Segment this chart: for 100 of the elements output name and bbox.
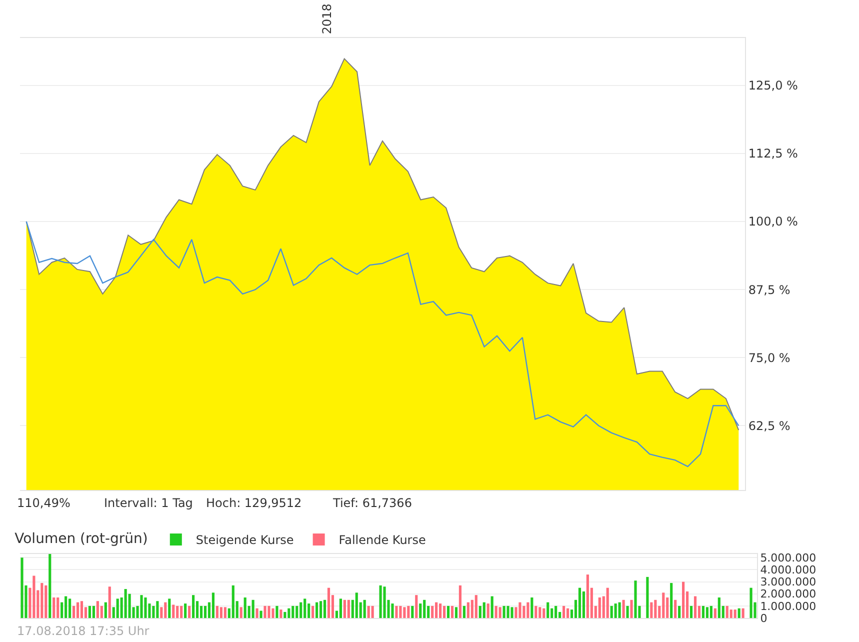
bar: [546, 602, 550, 618]
bar: [280, 610, 282, 618]
line-series: [26, 220, 740, 468]
y-tick-label: 5.000.000: [760, 551, 816, 564]
bar: [192, 595, 195, 618]
bar: [466, 602, 470, 618]
bar: [68, 598, 72, 618]
bar: [216, 606, 218, 618]
bar: [104, 602, 107, 618]
bar: [268, 606, 270, 618]
bar: [363, 600, 366, 618]
bar: [646, 576, 649, 618]
bar: [304, 598, 306, 618]
bar: [260, 610, 262, 618]
bar: [327, 588, 330, 618]
y-tick-label: 125,0 %: [748, 78, 798, 93]
bar: [96, 601, 99, 618]
bar: [710, 606, 712, 618]
bar: [606, 588, 609, 618]
bar: [458, 585, 462, 618]
bar: [76, 602, 80, 618]
bar: [212, 592, 215, 618]
bar: [343, 600, 346, 618]
bar: [450, 606, 454, 618]
bar: [614, 604, 617, 618]
bar: [256, 608, 258, 618]
y-tick-label: 112,5 %: [748, 146, 798, 161]
bar: [702, 606, 705, 618]
bar: [690, 606, 693, 618]
bar: [156, 601, 159, 618]
bar: [730, 610, 732, 618]
bar: [347, 600, 350, 618]
bar: [431, 606, 434, 618]
bar: [244, 597, 246, 618]
bar: [391, 604, 394, 618]
bar: [618, 602, 621, 618]
bar: [518, 602, 522, 618]
bar: [240, 607, 242, 618]
y-tick-label: 2.000.000: [760, 588, 816, 601]
bar: [478, 606, 482, 618]
bar: [92, 606, 95, 618]
bar: [188, 606, 191, 618]
bar: [506, 606, 510, 618]
bar: [64, 596, 68, 618]
bar: [80, 601, 84, 618]
bar: [462, 606, 466, 618]
y-tick-label: 3.000.000: [760, 576, 816, 589]
bar: [542, 608, 546, 618]
bar: [371, 606, 374, 618]
text: Tief: 61,7366: [332, 496, 412, 510]
bar: [650, 602, 653, 618]
bar: [339, 598, 342, 618]
bar: [578, 588, 582, 618]
y-tick-label: 87,5 %: [748, 282, 790, 297]
bar: [72, 606, 76, 618]
bar: [630, 600, 633, 618]
bar: [399, 606, 402, 618]
bar: [395, 606, 398, 618]
bar: [562, 606, 566, 618]
y-tick-label: 62,5 %: [748, 418, 790, 433]
bar: [44, 585, 48, 618]
bar: [411, 606, 414, 618]
bar: [742, 608, 744, 618]
bar: [419, 604, 422, 618]
bar: [176, 606, 179, 618]
bar: [88, 606, 92, 618]
bar: [276, 606, 278, 618]
bar: [140, 595, 143, 618]
text: 110,49%: [17, 496, 70, 510]
y-tick-label: 0: [760, 612, 768, 625]
text: Hoch: 129,9512: [206, 496, 302, 510]
bar: [706, 607, 708, 618]
bar: [48, 554, 52, 618]
bar: [300, 602, 302, 618]
bar: [674, 600, 677, 618]
legend-label: Steigende Kurse: [196, 533, 294, 548]
bar: [284, 612, 286, 618]
bar: [474, 595, 478, 618]
bar: [124, 589, 127, 618]
bar: [56, 597, 60, 618]
bar: [296, 606, 298, 618]
bar: [407, 606, 410, 618]
text: 2018: [320, 4, 334, 34]
bar: [232, 585, 234, 618]
text: 17.08.2018 17:35 Uhr: [17, 624, 150, 638]
bar: [538, 607, 542, 618]
bar: [586, 574, 589, 618]
bar: [168, 598, 171, 618]
bar: [403, 607, 406, 618]
bar: [288, 608, 290, 618]
bar: [502, 606, 506, 618]
bar: [530, 597, 534, 618]
bar: [144, 597, 147, 618]
bar: [438, 604, 442, 618]
bar: [423, 600, 426, 618]
bar: [383, 586, 386, 618]
bar: [682, 582, 685, 618]
bar: [670, 582, 673, 618]
bar: [32, 576, 36, 618]
bar: [738, 608, 740, 618]
